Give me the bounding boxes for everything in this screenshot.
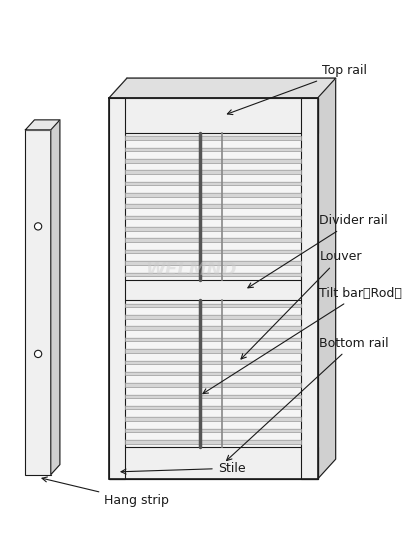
Polygon shape [317,78,336,479]
Text: Top rail: Top rail [227,64,367,114]
Text: Tilt bar（Rod）: Tilt bar（Rod） [203,287,402,394]
Bar [125,428,301,432]
Bar [125,304,301,307]
Bar [125,170,301,174]
Polygon shape [109,78,336,98]
Bar [125,406,301,410]
Text: Stile: Stile [121,462,245,475]
Bar [125,272,301,276]
Bar [125,440,301,443]
Bar [109,447,317,479]
Bar [125,261,301,265]
Text: WELMND: WELMND [145,261,236,279]
Text: Louver: Louver [241,250,362,359]
Bar [125,315,301,319]
Bar [125,148,301,151]
Bar [125,250,301,254]
Bar [109,98,317,133]
Bar [109,98,317,479]
Text: Hang strip: Hang strip [42,477,169,508]
Bar [25,130,51,475]
Bar [125,136,301,140]
Bar [109,280,317,300]
Bar [125,417,301,421]
Bar [125,383,301,387]
Circle shape [34,350,42,358]
Bar [125,327,301,330]
Bar [125,372,301,376]
Bar [125,360,301,364]
Bar [125,193,301,197]
Circle shape [34,223,42,230]
Bar [125,227,301,231]
Bar [125,239,301,242]
Bar [125,216,301,219]
Polygon shape [51,120,60,475]
Bar [125,349,301,353]
Bar [125,394,301,398]
Bar [125,182,301,185]
Text: Bottom rail: Bottom rail [227,337,389,460]
Bar [301,98,317,479]
Bar [125,159,301,163]
Bar [125,338,301,342]
Polygon shape [25,120,60,130]
Bar [109,98,125,479]
Bar [125,205,301,208]
Text: Divider rail: Divider rail [248,214,388,288]
Bar [109,98,317,479]
Polygon shape [109,78,336,98]
